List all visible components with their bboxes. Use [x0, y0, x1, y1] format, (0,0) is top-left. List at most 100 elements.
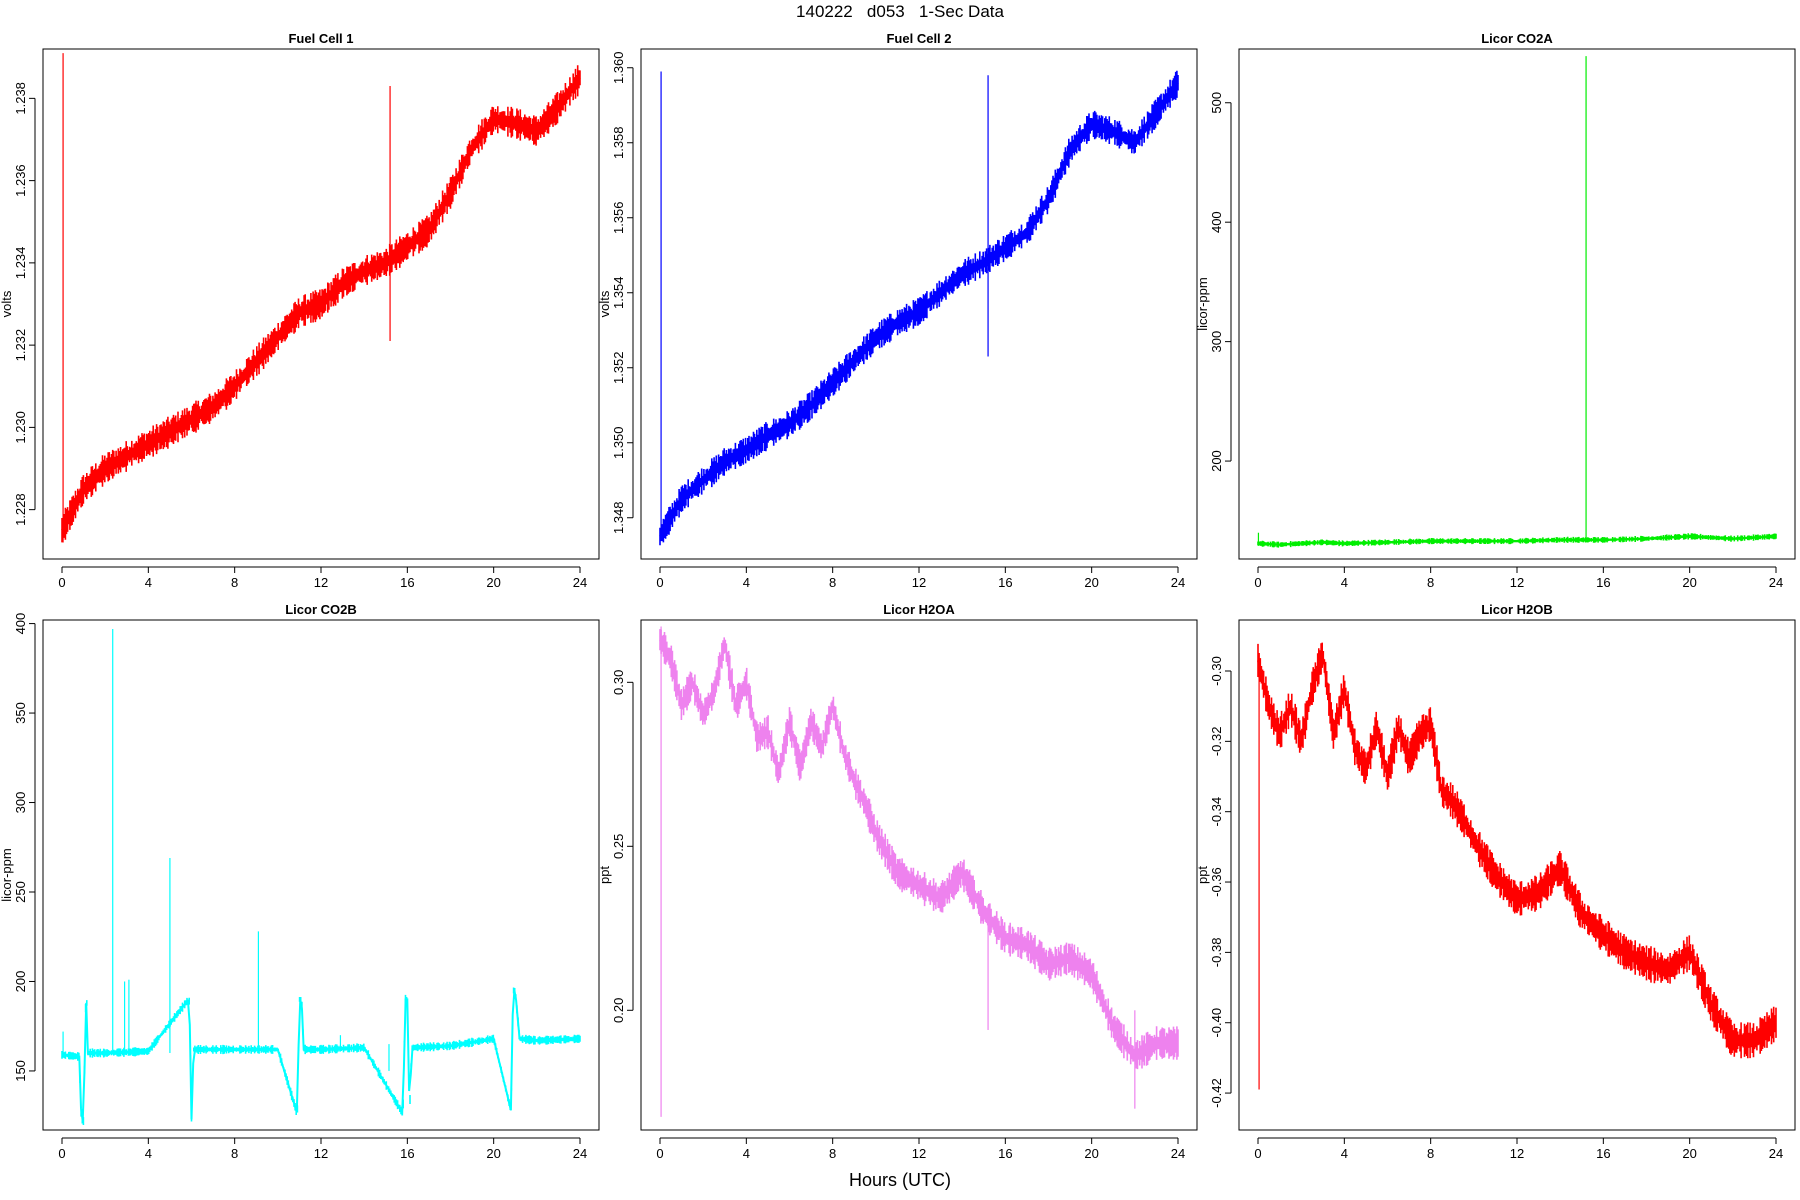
y-tick-label: 1.360: [611, 51, 626, 84]
x-tick-label: 20: [1084, 1146, 1098, 1161]
x-tick-label: 4: [145, 1146, 152, 1161]
y-tick-label: 150: [13, 1060, 28, 1082]
y-tick-label: 1.232: [13, 329, 28, 362]
y-tick-label: 300: [13, 792, 28, 814]
plot-frame: [1238, 48, 1796, 560]
y-tick-label: -0.36: [1209, 867, 1224, 897]
y-tick-label: 400: [13, 613, 28, 635]
x-axis-caption: Hours (UTC): [849, 1170, 951, 1190]
x-tick-label: 0: [1254, 575, 1261, 590]
x-tick-label: 20: [486, 575, 500, 590]
plot-frame: [640, 619, 1198, 1131]
x-tick-label: 24: [1769, 575, 1783, 590]
x-tick-label: 8: [829, 575, 836, 590]
x-tick-label: 8: [231, 1146, 238, 1161]
y-axis-label: volts: [597, 290, 612, 317]
x-tick-label: 4: [743, 1146, 750, 1161]
x-tick-label: 12: [1510, 575, 1524, 590]
panel-title: Licor H2OB: [1481, 602, 1553, 617]
y-tick-label: 0.30: [611, 670, 626, 695]
x-tick-label: 4: [743, 575, 750, 590]
x-tick-label: 16: [1596, 575, 1610, 590]
y-tick-label: 1.358: [611, 126, 626, 159]
series-noise-band: [659, 629, 1179, 1070]
y-tick-label: 1.352: [611, 351, 626, 384]
y-tick-label: 200: [13, 971, 28, 993]
plot-frame: [42, 48, 600, 560]
x-tick-label: 16: [1596, 1146, 1610, 1161]
panel-5: Licor H2OA ppt 0 4 8 12 16 20 24 0.20 0.25 0.30: [597, 602, 1198, 1161]
y-tick-label: -0.34: [1209, 797, 1224, 827]
panel-2: Fuel Cell 2 volts 0 4 8 12 16 20 24 1.348 1.350 1.3…: [597, 31, 1198, 590]
x-tick-label: 0: [656, 1146, 663, 1161]
x-tick-label: 0: [656, 575, 663, 590]
y-tick-label: 1.354: [611, 276, 626, 309]
panel-title: Fuel Cell 1: [288, 31, 353, 46]
y-tick-label: 0.20: [611, 998, 626, 1023]
x-tick-label: 8: [829, 1146, 836, 1161]
x-tick-label: 24: [573, 1146, 587, 1161]
x-tick-label: 16: [400, 575, 414, 590]
x-tick-label: 16: [998, 575, 1012, 590]
x-tick-label: 12: [1510, 1146, 1524, 1161]
x-tick-label: 4: [145, 575, 152, 590]
figure-title: 140222 d053 1-Sec Data: [796, 2, 1004, 21]
y-tick-label: -0.30: [1209, 656, 1224, 686]
y-axis-label: ppt: [1195, 866, 1210, 884]
x-tick-label: 0: [58, 1146, 65, 1161]
x-tick-label: 8: [231, 575, 238, 590]
panel-4: Licor CO2B licor-ppm 0 4 8 12 16 20 24 150 200 250 3…: [0, 602, 600, 1161]
series-line: [659, 82, 1179, 537]
x-tick-label: 24: [1171, 1146, 1185, 1161]
y-tick-label: 1.228: [13, 493, 28, 526]
panel-3: Licor CO2A licor-ppm 0 4 8 12 16 20 24 200 300 400 5…: [1195, 31, 1796, 590]
y-axis-label: volts: [0, 290, 14, 317]
y-tick-label: 1.230: [13, 411, 28, 444]
x-tick-label: 0: [58, 575, 65, 590]
y-tick-label: 300: [1209, 331, 1224, 353]
panel-title: Licor CO2B: [285, 602, 357, 617]
x-tick-label: 4: [1341, 575, 1348, 590]
panel-title: Licor H2OA: [883, 602, 955, 617]
series-line: [61, 77, 581, 531]
y-tick-label: 350: [13, 702, 28, 724]
panel-1: Fuel Cell 1 volts 0 4 8 12 16 20 24 1.228 1.230 1.2…: [0, 31, 600, 590]
x-tick-label: 12: [912, 575, 926, 590]
series-line: [61, 990, 581, 1122]
y-tick-label: 200: [1209, 450, 1224, 472]
y-tick-label: 1.356: [611, 201, 626, 234]
y-tick-label: 1.348: [611, 501, 626, 534]
y-tick-label: 400: [1209, 211, 1224, 233]
plot-frame: [42, 619, 600, 1131]
x-tick-label: 24: [1171, 575, 1185, 590]
x-tick-label: 12: [912, 1146, 926, 1161]
x-tick-label: 16: [400, 1146, 414, 1161]
panel-6: Licor H2OB ppt 0 4 8 12 16 20 24 -0.42 -0.40 -0.38 -…: [1195, 602, 1796, 1161]
panel-title: Licor CO2A: [1481, 31, 1553, 46]
panel-title: Fuel Cell 2: [886, 31, 951, 46]
x-tick-label: 12: [314, 575, 328, 590]
x-tick-label: 24: [1769, 1146, 1783, 1161]
x-tick-label: 24: [573, 575, 587, 590]
series-line: [1257, 535, 1777, 546]
x-tick-label: 20: [1682, 575, 1696, 590]
x-tick-label: 4: [1341, 1146, 1348, 1161]
series-line: [659, 639, 1178, 1058]
series-noise-band: [659, 70, 1179, 546]
x-tick-label: 8: [1427, 1146, 1434, 1161]
x-tick-label: 16: [998, 1146, 1012, 1161]
y-tick-label: 1.236: [13, 164, 28, 197]
y-tick-label: 250: [13, 881, 28, 903]
x-tick-label: 20: [1084, 575, 1098, 590]
y-tick-label: 0.25: [611, 834, 626, 859]
y-tick-label: -0.42: [1209, 1078, 1224, 1108]
y-axis-label: licor-ppm: [1195, 277, 1210, 330]
y-tick-label: 1.238: [13, 82, 28, 115]
y-axis-label: licor-ppm: [0, 848, 14, 901]
plot-frame: [1238, 619, 1796, 1131]
y-tick-label: 1.350: [611, 426, 626, 459]
y-tick-label: 500: [1209, 92, 1224, 114]
series-noise-band: [1257, 642, 1777, 1059]
x-tick-label: 0: [1254, 1146, 1261, 1161]
